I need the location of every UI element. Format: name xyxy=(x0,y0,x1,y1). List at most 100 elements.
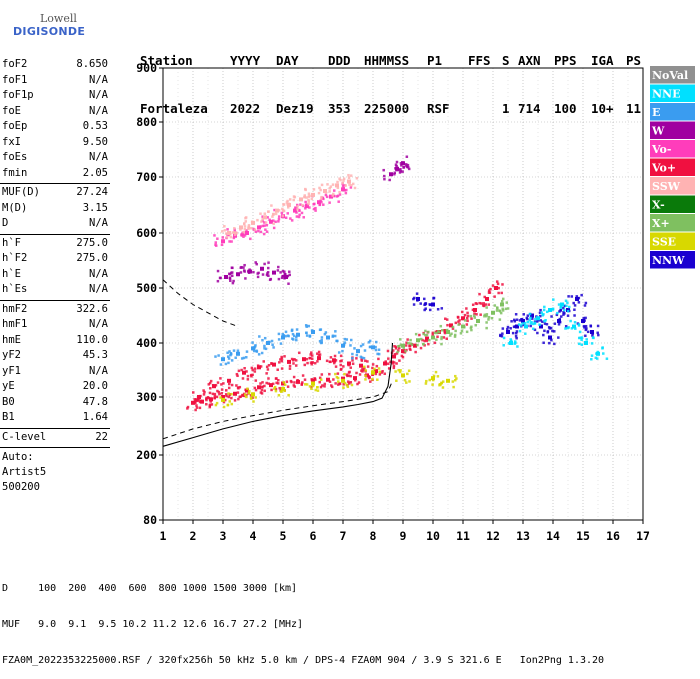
param-row: h`F2 275.0 xyxy=(0,252,110,268)
echo-point xyxy=(437,330,441,334)
echo-point xyxy=(246,378,250,381)
header-cell: 100 xyxy=(554,101,577,116)
echo-point xyxy=(552,298,555,301)
echo-point xyxy=(259,212,262,215)
echo-point xyxy=(466,311,469,315)
echo-point xyxy=(371,363,375,366)
echo-point xyxy=(236,386,240,389)
echo-point xyxy=(335,183,339,188)
echo-point xyxy=(358,373,362,376)
echo-point xyxy=(425,333,429,337)
echo-point xyxy=(267,261,270,264)
echo-point xyxy=(242,266,245,269)
echo-point xyxy=(422,332,425,336)
echo-point xyxy=(314,378,317,381)
echo-point xyxy=(393,173,396,176)
echo-point xyxy=(368,339,372,343)
echo-point xyxy=(259,382,262,385)
echo-point xyxy=(240,265,243,269)
echo-point xyxy=(194,408,197,412)
echo-point xyxy=(543,319,546,323)
echo-point xyxy=(221,396,224,399)
echo-point xyxy=(307,198,310,202)
echo-point xyxy=(319,188,322,192)
echo-point xyxy=(254,388,258,392)
echo-point xyxy=(573,321,577,324)
header-cell: 353 xyxy=(328,101,351,116)
y-tick-label: 200 xyxy=(136,448,157,462)
echo-point xyxy=(501,297,505,301)
echo-point xyxy=(243,393,247,396)
echo-point xyxy=(297,215,301,219)
echo-point xyxy=(341,184,345,188)
echo-point xyxy=(374,345,377,349)
echo-point xyxy=(226,403,229,407)
echo-point xyxy=(548,308,552,312)
echo-point xyxy=(267,274,270,277)
echo-point xyxy=(209,387,212,390)
echo-point xyxy=(295,336,298,339)
echo-point xyxy=(244,216,247,220)
echo-point xyxy=(208,381,212,385)
echo-point xyxy=(208,405,212,409)
echo-point xyxy=(483,295,486,299)
echo-point xyxy=(482,304,486,308)
echo-point xyxy=(424,329,427,333)
echo-point xyxy=(320,195,323,199)
echo-point xyxy=(230,271,233,275)
echo-point xyxy=(382,168,385,172)
echo-point xyxy=(443,329,447,332)
echo-point xyxy=(473,308,477,312)
echo-point xyxy=(273,385,277,389)
echo-point xyxy=(205,402,208,406)
echo-point xyxy=(350,383,354,387)
echo-point xyxy=(351,182,355,186)
echo-point xyxy=(346,374,349,378)
echo-point xyxy=(213,394,217,398)
echo-point xyxy=(277,215,281,218)
echo-point xyxy=(419,346,423,350)
param-value: N/A xyxy=(89,283,108,295)
echo-point xyxy=(263,262,266,266)
echo-point xyxy=(280,355,283,359)
header-cell: S xyxy=(502,53,510,68)
echo-point xyxy=(557,336,560,339)
echo-point xyxy=(478,292,481,296)
echo-point xyxy=(304,188,307,192)
echo-point xyxy=(287,202,291,206)
echo-point xyxy=(345,338,349,341)
echo-point xyxy=(553,330,556,333)
echo-point xyxy=(234,231,237,234)
echo-point xyxy=(445,318,449,321)
echo-point xyxy=(216,279,220,283)
echo-point xyxy=(282,334,286,337)
echo-point xyxy=(529,324,532,328)
echo-point xyxy=(264,221,268,224)
echo-point xyxy=(427,342,430,346)
echo-point xyxy=(383,361,387,366)
echo-point xyxy=(261,381,264,384)
echo-point xyxy=(514,341,517,345)
echo-point xyxy=(245,231,249,235)
echo-point xyxy=(542,341,545,345)
echo-point xyxy=(584,328,588,332)
params-footer: Auto: Artist5 500200 xyxy=(0,450,110,495)
echo-point xyxy=(596,351,600,356)
echo-point xyxy=(252,349,256,353)
echo-point xyxy=(360,369,363,372)
echo-point xyxy=(514,332,518,335)
echo-point xyxy=(601,347,604,350)
echo-point xyxy=(423,308,426,312)
echo-point xyxy=(559,306,562,309)
param-value: N/A xyxy=(89,318,108,330)
echo-point xyxy=(538,323,541,326)
echo-point xyxy=(321,384,324,387)
echo-point xyxy=(363,349,367,352)
distance-values: 100 200 400 600 800 1000 1500 3000 [km] xyxy=(38,583,298,594)
echo-point xyxy=(244,388,247,392)
param-row: fxI 9.50 xyxy=(0,136,110,152)
echo-point xyxy=(596,350,600,354)
echo-point xyxy=(241,393,244,397)
echo-point xyxy=(253,367,257,370)
echo-point xyxy=(229,352,233,356)
